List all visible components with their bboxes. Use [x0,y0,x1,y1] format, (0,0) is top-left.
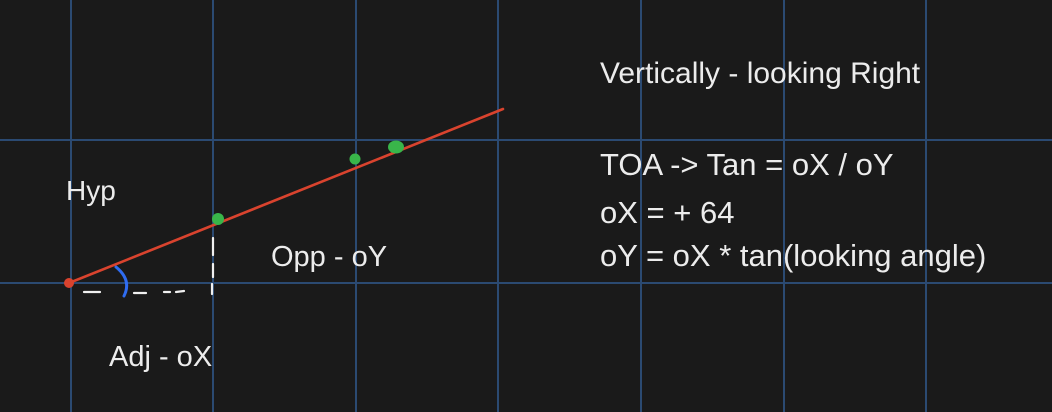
adj-dash [174,289,186,294]
adjacent-label: Adj - oX [109,341,213,373]
intersection-point [349,153,361,165]
hypotenuse-label: Hyp [66,175,116,206]
note-title: Vertically - looking Right [600,57,921,90]
angle-arc [114,265,129,298]
note-line: oY = oX * tan(looking angle) [600,238,987,273]
opposite-label: Opp - oY [271,241,388,273]
intersection-point [388,140,404,154]
note-line: TOA -> Tan = oX / oY [600,147,894,182]
note-line: oX = + 64 [600,195,735,230]
ray-origin-point [64,278,74,288]
intersection-point [212,213,224,225]
hypotenuse-ray [67,107,505,285]
triangle-dashes [82,236,215,296]
